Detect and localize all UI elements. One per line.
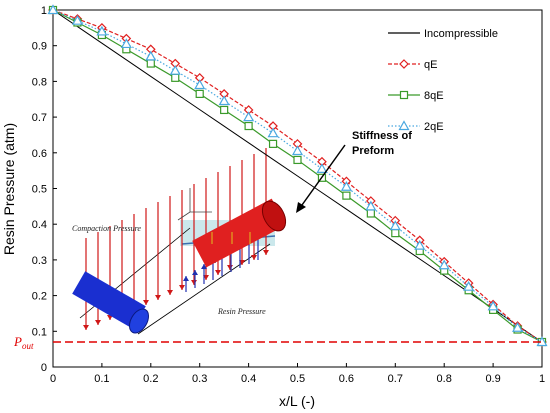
x-tick-label: 0.4 bbox=[241, 373, 256, 385]
series-line bbox=[52, 9, 543, 343]
data-point-triangle bbox=[218, 95, 230, 106]
data-point-triangle bbox=[414, 239, 426, 250]
plate-edge-line bbox=[137, 243, 271, 335]
data-point-square bbox=[366, 209, 375, 218]
data-point-triangle bbox=[47, 4, 59, 15]
y-tick-label: 0.3 bbox=[32, 255, 47, 267]
legend: Incompressible qE 8qE 2qE bbox=[388, 28, 498, 133]
legend-label-2qe: 2qE bbox=[424, 121, 444, 133]
y-tick-label: 0.7 bbox=[32, 112, 47, 124]
compaction-arrowhead bbox=[167, 290, 173, 295]
resin-pressure-label: Resin Pressure bbox=[217, 307, 266, 316]
x-tick-label: 0.1 bbox=[94, 373, 109, 385]
outlet-roller bbox=[192, 198, 286, 268]
compaction-arrowhead bbox=[179, 285, 185, 290]
pout-label: Pout bbox=[13, 334, 34, 351]
resin-pressure-arrowhead bbox=[192, 270, 198, 275]
coord-axis bbox=[177, 211, 191, 221]
data-point-square bbox=[244, 121, 253, 131]
x-tick-label: 0.6 bbox=[339, 373, 354, 385]
data-point-triangle bbox=[487, 300, 499, 311]
y-tick-label: 0.4 bbox=[32, 219, 47, 231]
data-point-triangle bbox=[120, 38, 132, 49]
x-tick-label: 0.8 bbox=[437, 373, 452, 385]
y-tick-label: 0.9 bbox=[32, 41, 47, 53]
compaction-arrowhead bbox=[83, 325, 89, 330]
plot-axes: 0 0.1 0.2 0.3 0.4 0.5 0.6 0.7 0.8 0.9 1 0 0.1 0.2 0.3 0… bbox=[32, 5, 545, 385]
data-point-triangle bbox=[243, 111, 255, 122]
inlet-roller-end bbox=[129, 308, 149, 334]
compaction-arrowhead bbox=[143, 300, 149, 305]
y-tick-label: 1 bbox=[41, 5, 47, 17]
data-point-square bbox=[268, 139, 278, 148]
compaction-arrowhead bbox=[155, 295, 161, 300]
annotation-line-2: Preform bbox=[352, 145, 394, 157]
x-tick-label: 0.3 bbox=[192, 373, 207, 385]
data-point-square bbox=[391, 229, 400, 238]
data-point-triangle bbox=[463, 280, 475, 291]
data-point-triangle bbox=[398, 120, 410, 131]
series-line bbox=[52, 9, 543, 343]
data-point-square bbox=[342, 191, 351, 200]
series-incompressible bbox=[52, 9, 543, 343]
data-point-triangle bbox=[96, 25, 108, 36]
resin-pressure-arrowhead bbox=[183, 276, 189, 281]
data-point-triangle bbox=[512, 322, 524, 332]
data-point-square bbox=[220, 105, 229, 115]
data-point-triangle bbox=[365, 200, 377, 211]
y-axis-title: Resin Pressure (atm) bbox=[1, 123, 17, 255]
x-tick-label: 0.5 bbox=[290, 373, 305, 385]
compaction-inset-illustration: Compaction Pressure Resin Pressure bbox=[72, 148, 287, 335]
y-tick-label: 0 bbox=[41, 362, 47, 374]
legend-label-8qe: 8qE bbox=[424, 90, 444, 102]
compaction-arrowhead bbox=[227, 265, 233, 270]
stiffness-arrowhead bbox=[296, 202, 306, 213]
legend-label-qe: qE bbox=[424, 59, 437, 71]
compaction-arrowhead bbox=[191, 280, 197, 285]
stiffness-arrow bbox=[301, 144, 346, 206]
y-tick-label: 0.5 bbox=[32, 184, 47, 196]
data-point-triangle bbox=[340, 180, 352, 191]
data-point-square bbox=[171, 73, 180, 82]
x-tick-label: 0 bbox=[50, 373, 56, 385]
data-point-triangle bbox=[71, 14, 83, 25]
series-line bbox=[52, 9, 543, 343]
annotation-line-1: Stiffness of bbox=[352, 130, 412, 142]
y-tick-label: 0.2 bbox=[32, 291, 47, 303]
data-point-triangle bbox=[267, 127, 279, 138]
compaction-arrowhead bbox=[263, 250, 269, 255]
data-point-square bbox=[146, 59, 155, 68]
data-point-triangle bbox=[316, 163, 328, 173]
data-point-square bbox=[195, 89, 204, 98]
compaction-arrowhead bbox=[251, 255, 257, 260]
x-axis-title: x/L (-) bbox=[279, 393, 315, 409]
compaction-arrowhead bbox=[95, 320, 101, 325]
compaction-arrowhead bbox=[215, 270, 221, 275]
compaction-pressure-label: Compaction Pressure bbox=[72, 224, 141, 233]
data-point-triangle bbox=[194, 79, 206, 90]
y-tick-label: 0.8 bbox=[32, 76, 47, 88]
x-tick-label: 0.2 bbox=[143, 373, 158, 385]
resin-pressure-arrowhead bbox=[201, 264, 207, 269]
data-point-triangle bbox=[389, 220, 401, 231]
data-point-triangle bbox=[145, 50, 157, 61]
x-tick-label: 0.9 bbox=[485, 373, 500, 385]
data-point-triangle bbox=[438, 259, 450, 270]
x-tick-label: 0.7 bbox=[388, 373, 403, 385]
x-tick-label: 1 bbox=[539, 373, 545, 385]
data-point-square bbox=[399, 90, 409, 100]
data-point-triangle bbox=[291, 145, 304, 156]
series-layer: Pout bbox=[13, 4, 548, 351]
data-point-square bbox=[293, 155, 302, 165]
inlet-roller bbox=[72, 271, 146, 329]
outlet-roller-end bbox=[261, 200, 287, 232]
y-tick-label: 0.1 bbox=[32, 326, 47, 338]
data-point-triangle bbox=[169, 64, 181, 75]
data-point-diamond bbox=[399, 59, 409, 69]
stiffness-annotation: Stiffness of Preform bbox=[296, 130, 412, 213]
y-tick-label: 0.6 bbox=[32, 148, 47, 160]
legend-label-incompressible: Incompressible bbox=[424, 28, 498, 40]
